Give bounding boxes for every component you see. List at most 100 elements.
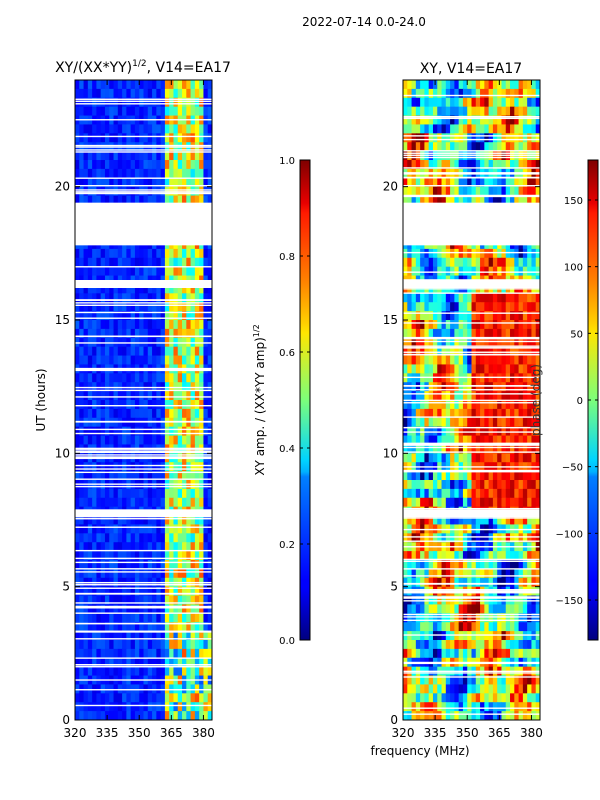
heatmap-cell	[428, 115, 434, 126]
heatmap-cell	[87, 524, 93, 534]
heatmap-cell	[510, 640, 515, 650]
heatmap-cell	[126, 400, 132, 410]
heatmap-cell	[152, 622, 157, 632]
heatmap-cell	[194, 311, 200, 321]
heatmap-cell	[415, 355, 421, 366]
heatmap-cell	[87, 551, 93, 561]
heatmap-cell	[134, 586, 140, 597]
heatmap-cell	[518, 604, 524, 614]
heatmap-cell	[522, 293, 528, 303]
heatmap-cell	[415, 631, 421, 641]
heatmap-cell	[152, 497, 157, 508]
heatmap-cell	[458, 80, 464, 90]
heatmap-cell	[199, 328, 205, 339]
heatmap-cell	[527, 337, 533, 348]
heatmap-cell	[169, 702, 175, 712]
heatmap-cell	[450, 311, 455, 321]
heatmap-cell	[182, 524, 187, 534]
heatmap-cell	[437, 693, 443, 703]
heatmap-cell	[173, 160, 179, 170]
heatmap-cell	[96, 248, 102, 259]
heatmap-cell	[424, 311, 430, 321]
heatmap-cell	[497, 702, 503, 712]
scan-gap-line	[75, 557, 212, 560]
heatmap-cell	[92, 320, 98, 330]
heatmap-cell	[492, 311, 498, 321]
heatmap-cell	[207, 488, 212, 499]
heatmap-cell	[186, 648, 192, 659]
heatmap-cell	[497, 106, 503, 117]
heatmap-cell	[518, 106, 524, 117]
heatmap-cell	[522, 195, 528, 206]
heatmap-cell	[207, 693, 212, 703]
heatmap-cell	[484, 177, 490, 188]
heatmap-cell	[445, 488, 451, 499]
heatmap-cell	[182, 711, 187, 720]
heatmap-cell	[522, 320, 528, 330]
heatmap-cell	[424, 604, 430, 614]
heatmap-cell	[467, 560, 473, 570]
heatmap-cell	[501, 320, 507, 330]
heatmap-cell	[475, 382, 481, 392]
heatmap-cell	[126, 257, 132, 268]
heatmap-cell	[514, 302, 520, 312]
heatmap-cell	[87, 355, 93, 366]
data-gap-band	[75, 509, 212, 518]
heatmap-cell	[207, 497, 212, 508]
heatmap-cell	[147, 160, 153, 170]
heatmap-cell	[160, 302, 166, 312]
heatmap-cell	[428, 417, 434, 428]
heatmap-cell	[164, 160, 170, 170]
heatmap-cell	[199, 80, 205, 90]
heatmap-cell	[113, 595, 119, 606]
heatmap-cell	[92, 328, 98, 339]
heatmap-cell	[505, 648, 511, 659]
heatmap-cell	[467, 293, 473, 303]
heatmap-cell	[518, 328, 524, 339]
heatmap-cell	[194, 488, 200, 499]
heatmap-cell	[445, 453, 451, 463]
heatmap-cell	[173, 551, 179, 561]
heatmap-cell	[160, 622, 166, 632]
heatmap-cell	[147, 373, 153, 383]
heatmap-cell	[139, 248, 145, 259]
scan-gap-line	[75, 420, 212, 423]
heatmap-cell	[207, 613, 212, 623]
heatmap-cell	[96, 551, 102, 561]
heatmap-cell	[437, 346, 443, 357]
heatmap-cell	[522, 702, 528, 712]
heatmap-cell	[130, 471, 136, 481]
heatmap-cell	[450, 408, 455, 419]
heatmap-cell	[454, 497, 460, 508]
heatmap-cell	[194, 88, 200, 99]
heatmap-cell	[437, 711, 443, 720]
heatmap-cell	[92, 497, 98, 508]
scan-gap-line	[403, 206, 540, 209]
heatmap-cell	[535, 488, 540, 499]
heatmap-cell	[488, 391, 494, 401]
heatmap-cell	[411, 648, 417, 659]
heatmap-cell	[535, 568, 540, 579]
heatmap-cell	[207, 462, 212, 472]
heatmap-cell	[527, 631, 533, 641]
heatmap-cell	[104, 373, 110, 383]
heatmap-cell	[126, 168, 132, 179]
heatmap-cell	[199, 168, 205, 179]
heatmap-cell	[445, 515, 451, 526]
heatmap-cell	[510, 417, 515, 428]
heatmap-cell	[152, 711, 157, 720]
heatmap-cell	[152, 560, 157, 570]
heatmap-cell	[454, 613, 460, 623]
heatmap-cell	[199, 657, 205, 668]
heatmap-cell	[492, 266, 498, 277]
heatmap-cell	[454, 382, 460, 392]
heatmap-cell	[113, 586, 119, 597]
heatmap-cell	[147, 151, 153, 161]
heatmap-cell	[484, 551, 490, 561]
heatmap-cell	[411, 640, 417, 650]
heatmap-cell	[182, 302, 187, 312]
heatmap-cell	[531, 453, 537, 463]
heatmap-cell	[471, 106, 477, 117]
heatmap-cell	[126, 160, 132, 170]
heatmap-cell	[199, 106, 205, 117]
